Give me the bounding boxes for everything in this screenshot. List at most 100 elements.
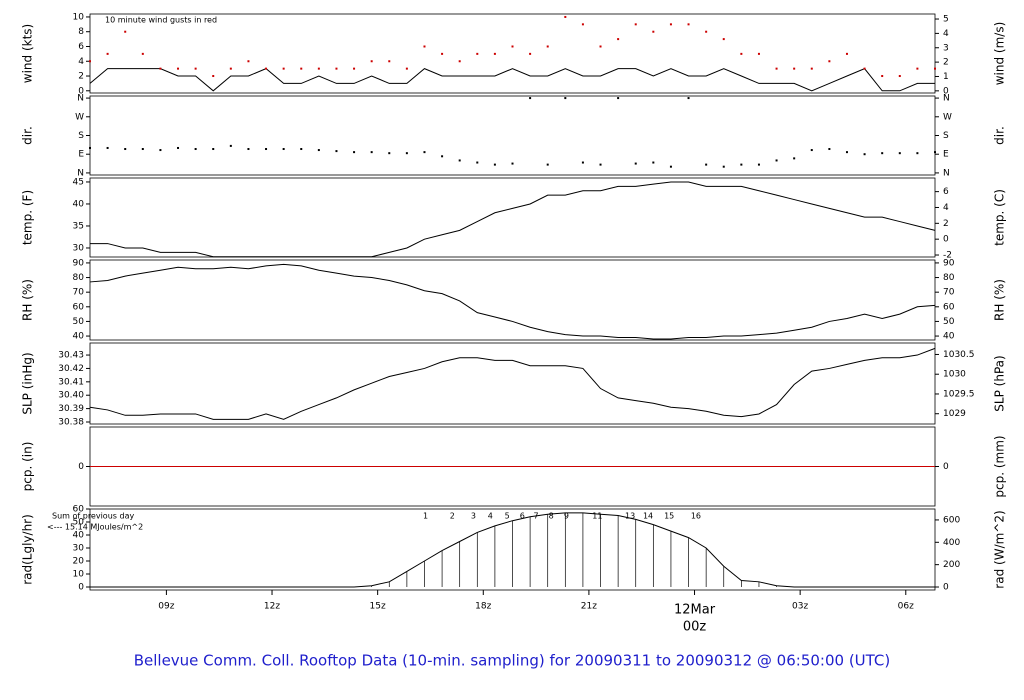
point (511, 162, 514, 165)
y-tick-label: 10 (73, 12, 85, 22)
y-tick-label: 45 (73, 177, 84, 187)
point (863, 67, 866, 70)
point (898, 152, 901, 155)
y2-tick-label: W (943, 112, 952, 122)
point (652, 30, 655, 33)
y2-axis-label: dir. (993, 126, 1007, 145)
y-tick-label: 30 (73, 243, 85, 253)
y2-tick-label: 2 (943, 219, 949, 229)
y-tick-label: 10 (73, 570, 85, 580)
y-tick-label: 4 (78, 57, 84, 67)
point (124, 30, 127, 33)
y-tick-label: 30.42 (58, 364, 84, 374)
y-tick-label: N (77, 94, 84, 104)
y-axis-label: RH (%) (21, 279, 35, 321)
point (423, 151, 426, 154)
sun-hour: 1 (423, 512, 428, 521)
y-tick-label: 60 (73, 302, 85, 312)
point (529, 97, 532, 100)
y2-axis-label: rad (W/m^2) (993, 510, 1007, 588)
point (212, 75, 215, 78)
y-tick-label: 90 (73, 258, 85, 268)
y-tick-label: 70 (73, 288, 85, 298)
y2-tick-label: 0 (943, 235, 949, 245)
y2-tick-label: 5 (943, 15, 949, 25)
point (458, 159, 461, 162)
point (370, 60, 373, 63)
point (705, 163, 708, 166)
point (845, 151, 848, 154)
point (793, 157, 796, 160)
annotation: 10 minute wind gusts in red (105, 16, 217, 25)
point (106, 52, 109, 55)
point (581, 161, 584, 164)
point (229, 144, 232, 147)
point (194, 148, 197, 151)
point (898, 75, 901, 78)
sun-hour: 15 (664, 512, 674, 521)
point (617, 97, 620, 100)
point (775, 67, 778, 70)
x-tick-label: 12z (264, 602, 280, 612)
point (300, 67, 303, 70)
point (881, 152, 884, 155)
point (634, 23, 637, 26)
y-tick-label: 40 (73, 199, 85, 209)
point (194, 67, 197, 70)
point (775, 159, 778, 162)
panel-frame (89, 177, 936, 258)
point (687, 97, 690, 100)
y2-tick-label: 3 (943, 43, 949, 53)
point (546, 163, 549, 166)
series-line (89, 263, 936, 340)
series-line (90, 181, 936, 258)
panel-frame (89, 13, 936, 94)
point (669, 23, 672, 26)
x-tick-label: 15z (370, 602, 386, 612)
point (564, 97, 567, 100)
sun-hour: 6 (520, 512, 525, 521)
point (141, 52, 144, 55)
y2-tick-label: 600 (943, 515, 960, 525)
x-tick-label: 03z (792, 602, 808, 612)
sun-hour: 4 (488, 512, 493, 521)
point (916, 67, 919, 70)
point (810, 149, 813, 152)
point (388, 60, 391, 63)
point (370, 151, 373, 154)
point (493, 163, 496, 166)
sun-hour: 2 (450, 512, 455, 521)
y2-axis-label: SLP (hPa) (993, 355, 1007, 411)
y2-tick-label: 0 (943, 86, 949, 96)
point (124, 148, 127, 151)
y-tick-label: 30 (73, 544, 85, 554)
point (106, 146, 109, 149)
sun-hour: 16 (691, 512, 701, 521)
y2-axis-label: pcp. (mm) (993, 435, 1007, 497)
sun-hour: 8 (549, 512, 554, 521)
point (353, 151, 356, 154)
y-tick-label: 30.39 (58, 404, 84, 414)
point (423, 45, 426, 48)
point (247, 148, 250, 151)
point (282, 67, 285, 70)
point (177, 67, 180, 70)
y-tick-label: 50 (73, 518, 85, 528)
point (705, 30, 708, 33)
y2-tick-label: S (943, 131, 949, 141)
y2-tick-label: 400 (943, 538, 960, 548)
point (722, 38, 725, 41)
series-line (89, 347, 936, 420)
sun-hour: 11 (592, 512, 602, 521)
point (405, 152, 408, 155)
y-tick-label: 2 (78, 72, 84, 82)
point (353, 67, 356, 70)
y2-tick-label: 1029 (943, 409, 966, 419)
point (634, 162, 637, 165)
y2-tick-label: E (943, 150, 949, 160)
y2-tick-label: 6 (943, 187, 949, 197)
y-tick-label: 0 (78, 462, 84, 472)
y-tick-label: 40 (73, 531, 85, 541)
y-tick-label: 40 (73, 332, 85, 342)
